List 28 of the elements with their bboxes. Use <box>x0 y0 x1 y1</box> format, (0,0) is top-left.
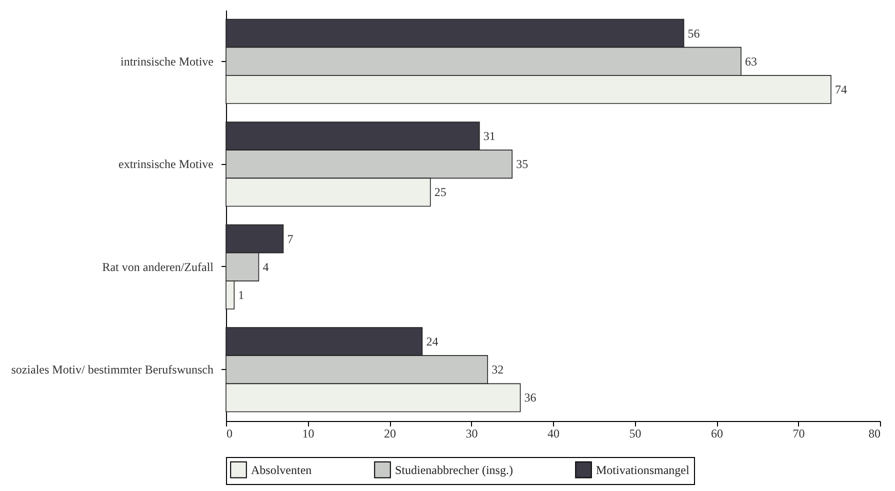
legend-label: Motivationsmangel <box>596 462 690 477</box>
x-tick-label: 70 <box>792 426 805 440</box>
data-label: 25 <box>434 185 446 200</box>
x-tick-label: 0 <box>226 426 232 440</box>
y-tick-label: intrinsische Motive <box>120 54 214 68</box>
x-tick-label: 20 <box>384 426 396 440</box>
data-label: 4 <box>262 260 269 274</box>
data-label: 31 <box>483 129 496 144</box>
legend-label: Absolventen <box>251 462 312 477</box>
data-label: 35 <box>516 157 528 172</box>
x-tick-label: 60 <box>711 426 723 440</box>
data-label: 24 <box>426 334 438 349</box>
legend-label: Studienabbrecher (insg.) <box>395 462 513 477</box>
data-label: 63 <box>745 54 758 68</box>
y-tick-label: soziales Motiv/ bestimmter Berufswunsch <box>11 362 214 377</box>
x-tick-label: 30 <box>466 426 478 440</box>
data-label: 1 <box>238 288 244 302</box>
x-tick-label: 50 <box>629 426 642 440</box>
data-label: 36 <box>524 390 536 405</box>
data-label: 32 <box>492 362 504 377</box>
x-tick-label: 40 <box>548 426 560 440</box>
data-label: 56 <box>688 26 700 40</box>
x-tick-label: 10 <box>302 426 314 440</box>
data-label: 7 <box>287 232 294 246</box>
y-tick-label: extrinsische Motive <box>118 157 214 172</box>
data-label: 74 <box>834 82 847 96</box>
x-tick-label: 80 <box>868 426 880 440</box>
y-tick-label: Rat von anderen/Zufall <box>102 260 214 274</box>
